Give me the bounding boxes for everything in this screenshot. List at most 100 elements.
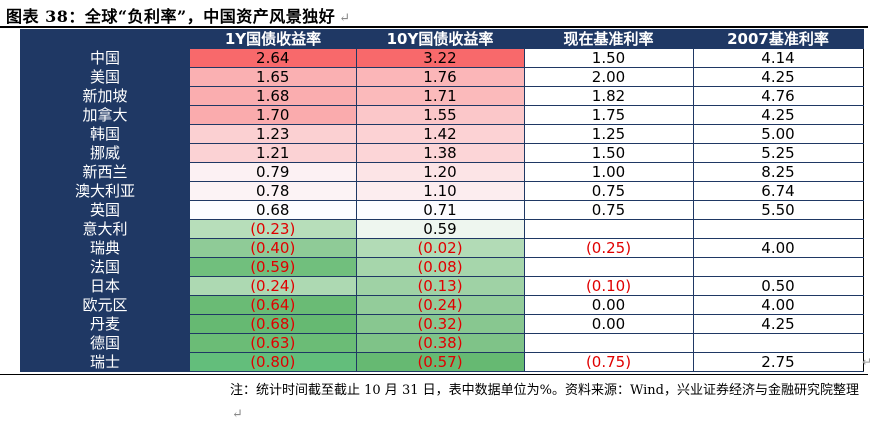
- rate-2007-cell: 5.25: [693, 143, 864, 163]
- current-rate-cell: 1.82: [524, 86, 694, 106]
- yield-1y-cell: (0.80): [190, 352, 357, 372]
- country-cell: 瑞士: [20, 352, 190, 372]
- country-cell: 欧元区: [20, 295, 190, 315]
- current-rate-cell: [524, 219, 694, 239]
- yield-1y-cell: 0.78: [190, 181, 357, 201]
- table-row: 瑞典 (0.40) (0.02) (0.25) 4.00: [20, 238, 864, 258]
- table-row: 澳大利亚 0.78 1.10 0.75 6.74: [20, 181, 864, 201]
- figure-title: 图表 38：全球“负利率”，中国资产风景独好 ↵: [6, 7, 351, 26]
- header-current-rate: 现在基准利率: [524, 29, 694, 49]
- yield-1y-cell: (0.64): [190, 295, 357, 315]
- rate-2007-cell: [693, 219, 864, 239]
- table-row: 意大利 (0.23) 0.59: [20, 219, 864, 239]
- header-10y-yield: 10Y国债收益率: [356, 29, 525, 49]
- current-rate-cell: [524, 333, 694, 353]
- rate-2007-cell: 4.00: [693, 295, 864, 315]
- bottom-divider: [0, 374, 868, 375]
- rate-2007-cell: 8.25: [693, 162, 864, 182]
- current-rate-cell: 0.75: [524, 200, 694, 220]
- current-rate-cell: 1.50: [524, 49, 694, 68]
- yield-10y-cell: 1.20: [356, 162, 525, 182]
- header-1y-yield: 1Y国债收益率: [190, 29, 357, 49]
- country-cell: 法国: [20, 257, 190, 277]
- table-body: 中国 2.64 3.22 1.50 4.14 美国 1.65 1.76 2.00 4.25 新加坡 1…: [20, 49, 864, 372]
- yield-1y-cell: 0.79: [190, 162, 357, 182]
- yield-1y-cell: (0.68): [190, 314, 357, 334]
- rate-2007-cell: 2.75: [693, 352, 864, 372]
- yield-1y-cell: 1.70: [190, 105, 357, 125]
- yield-10y-cell: 1.38: [356, 143, 525, 163]
- yield-1y-cell: (0.23): [190, 219, 357, 239]
- rate-2007-cell: 4.00: [693, 238, 864, 258]
- yield-1y-cell: (0.59): [190, 257, 357, 277]
- current-rate-cell: 1.00: [524, 162, 694, 182]
- note-return-mark: ↵: [232, 407, 243, 422]
- yield-1y-cell: 1.23: [190, 124, 357, 144]
- yield-1y-cell: 1.68: [190, 86, 357, 106]
- rate-2007-cell: [693, 257, 864, 277]
- source-note: 注：统计时间截至截止 10 月 31 日，表中数据单位为%。资料来源：Wind，…: [230, 383, 859, 422]
- rate-2007-cell: 4.25: [693, 105, 864, 125]
- country-cell: 中国: [20, 49, 190, 68]
- yield-1y-cell: (0.63): [190, 333, 357, 353]
- country-cell: 英国: [20, 200, 190, 220]
- table-row: 挪威 1.21 1.38 1.50 5.25: [20, 143, 864, 163]
- table-row: 丹麦 (0.68) (0.32) 0.00 4.25: [20, 314, 864, 334]
- rate-2007-cell: 4.25: [693, 314, 864, 334]
- rate-2007-cell: 4.76: [693, 86, 864, 106]
- yield-10y-cell: 1.76: [356, 67, 525, 87]
- country-cell: 挪威: [20, 143, 190, 163]
- rate-2007-cell: 5.00: [693, 124, 864, 144]
- country-cell: 意大利: [20, 219, 190, 239]
- rate-2007-cell: 6.74: [693, 181, 864, 201]
- country-cell: 韩国: [20, 124, 190, 144]
- table-row: 法国 (0.59) (0.08): [20, 257, 864, 277]
- country-cell: 丹麦: [20, 314, 190, 334]
- table-row: 日本 (0.24) (0.13) (0.10) 0.50: [20, 276, 864, 296]
- current-rate-cell: 0.75: [524, 181, 694, 201]
- table-row: 欧元区 (0.64) (0.24) 0.00 4.00: [20, 295, 864, 315]
- yield-table-container: 1Y国债收益率 10Y国债收益率 现在基准利率 2007基准利率 中国 2.64 3…: [20, 29, 864, 372]
- table-row: 新加坡 1.68 1.71 1.82 4.76: [20, 86, 864, 106]
- rate-2007-cell: [693, 333, 864, 353]
- table-row: 新西兰 0.79 1.20 1.00 8.25: [20, 162, 864, 182]
- yield-1y-cell: 0.68: [190, 200, 357, 220]
- yield-10y-cell: 0.59: [356, 219, 525, 239]
- yield-10y-cell: (0.57): [356, 352, 525, 372]
- yield-10y-cell: (0.38): [356, 333, 525, 353]
- return-mark: ↵: [339, 11, 351, 26]
- current-rate-cell: 1.75: [524, 105, 694, 125]
- yield-table: 1Y国债收益率 10Y国债收益率 现在基准利率 2007基准利率 中国 2.64 3…: [20, 29, 864, 372]
- country-cell: 新加坡: [20, 86, 190, 106]
- table-row: 英国 0.68 0.71 0.75 5.50: [20, 200, 864, 220]
- country-cell: 加拿大: [20, 105, 190, 125]
- yield-10y-cell: 3.22: [356, 49, 525, 68]
- yield-10y-cell: (0.08): [356, 257, 525, 277]
- yield-1y-cell: (0.24): [190, 276, 357, 296]
- current-rate-cell: 1.25: [524, 124, 694, 144]
- yield-1y-cell: 1.65: [190, 67, 357, 87]
- current-rate-cell: 0.00: [524, 314, 694, 334]
- table-row: 中国 2.64 3.22 1.50 4.14: [20, 49, 864, 68]
- current-rate-cell: 0.00: [524, 295, 694, 315]
- yield-10y-cell: (0.02): [356, 238, 525, 258]
- table-row: 加拿大 1.70 1.55 1.75 4.25: [20, 105, 864, 125]
- current-rate-cell: (0.10): [524, 276, 694, 296]
- yield-10y-cell: 1.71: [356, 86, 525, 106]
- country-cell: 瑞典: [20, 238, 190, 258]
- country-cell: 美国: [20, 67, 190, 87]
- header-2007-rate: 2007基准利率: [693, 29, 864, 49]
- yield-10y-cell: (0.32): [356, 314, 525, 334]
- current-rate-cell: [524, 257, 694, 277]
- table-end-mark: ↵: [862, 355, 872, 369]
- yield-10y-cell: (0.24): [356, 295, 525, 315]
- country-cell: 德国: [20, 333, 190, 353]
- figure-title-bar: 图表 38：全球“负利率”，中国资产风景独好 ↵: [0, 0, 872, 28]
- yield-10y-cell: 0.71: [356, 200, 525, 220]
- rate-2007-cell: 0.50: [693, 276, 864, 296]
- yield-10y-cell: (0.13): [356, 276, 525, 296]
- yield-1y-cell: 2.64: [190, 49, 357, 68]
- yield-10y-cell: 1.10: [356, 181, 525, 201]
- rate-2007-cell: 4.14: [693, 49, 864, 68]
- yield-1y-cell: 1.21: [190, 143, 357, 163]
